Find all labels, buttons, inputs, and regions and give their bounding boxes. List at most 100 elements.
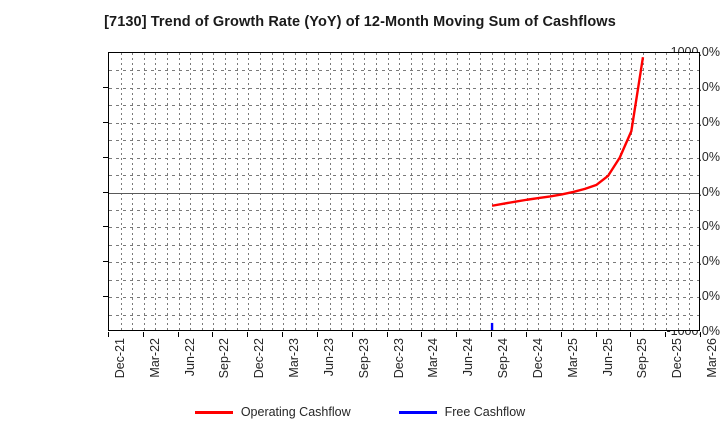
x-axis-tick-mark	[561, 332, 562, 337]
vertical-gridline	[306, 53, 307, 330]
horizontal-gridline	[109, 280, 699, 281]
x-axis-tick-mark	[247, 332, 248, 337]
legend-item[interactable]: Operating Cashflow	[194, 405, 351, 419]
x-axis-tick-mark	[596, 332, 597, 337]
vertical-gridline	[666, 53, 667, 330]
vertical-gridline	[179, 53, 180, 330]
horizontal-gridline	[109, 227, 699, 228]
vertical-gridline	[388, 53, 389, 330]
x-axis-tick-mark	[387, 332, 388, 337]
vertical-gridline	[434, 53, 435, 330]
x-axis-tick-label: Jun-22	[183, 338, 197, 377]
horizontal-gridline	[109, 315, 699, 316]
x-axis-tick-mark	[456, 332, 457, 337]
vertical-gridline	[538, 53, 539, 330]
y-axis-tick-mark	[103, 122, 108, 123]
x-axis-tick-label: Dec-25	[670, 338, 684, 379]
x-axis-tick-label: Dec-23	[392, 338, 406, 379]
y-axis-tick-mark	[103, 296, 108, 297]
x-axis-tick-label: Jun-24	[461, 338, 475, 377]
x-axis-tick-label: Mar-24	[426, 338, 440, 378]
vertical-gridline	[248, 53, 249, 330]
vertical-gridline	[527, 53, 528, 330]
vertical-gridline	[132, 53, 133, 330]
vertical-gridline	[202, 53, 203, 330]
y-axis-tick-mark	[103, 226, 108, 227]
vertical-gridline	[295, 53, 296, 330]
vertical-gridline	[364, 53, 365, 330]
x-axis-tick-mark	[352, 332, 353, 337]
x-axis-tick-mark	[317, 332, 318, 337]
x-axis-tick-mark	[108, 332, 109, 337]
vertical-gridline	[155, 53, 156, 330]
vertical-gridline	[515, 53, 516, 330]
x-axis-tick-mark	[665, 332, 666, 337]
horizontal-gridline	[109, 297, 699, 298]
horizontal-gridline	[109, 140, 699, 141]
vertical-gridline	[272, 53, 273, 330]
legend-swatch-line-icon	[194, 410, 233, 414]
vertical-gridline	[376, 53, 377, 330]
zero-line	[109, 193, 699, 194]
x-axis-tick-label: Dec-21	[113, 338, 127, 379]
x-axis-tick-label: Mar-22	[148, 338, 162, 378]
x-axis-tick-label: Jun-25	[601, 338, 615, 377]
vertical-gridline	[504, 53, 505, 330]
legend-label: Operating Cashflow	[240, 405, 351, 419]
x-axis-tick-label: Sep-24	[496, 338, 510, 379]
x-axis-tick-mark	[630, 332, 631, 337]
vertical-gridline	[399, 53, 400, 330]
vertical-gridline	[585, 53, 586, 330]
vertical-gridline	[678, 53, 679, 330]
x-axis-tick-label: Dec-24	[531, 338, 545, 379]
horizontal-gridline	[109, 262, 699, 263]
plot-area	[108, 52, 700, 331]
vertical-gridline	[550, 53, 551, 330]
vertical-gridline	[411, 53, 412, 330]
horizontal-gridline	[109, 175, 699, 176]
vertical-gridline	[341, 53, 342, 330]
vertical-gridline	[689, 53, 690, 330]
vertical-gridline	[643, 53, 644, 330]
vertical-gridline	[469, 53, 470, 330]
vertical-gridline	[213, 53, 214, 330]
chart-title: [7130] Trend of Growth Rate (YoY) of 12-…	[104, 14, 616, 30]
x-axis-tick-mark	[212, 332, 213, 337]
y-axis-tick-mark	[103, 157, 108, 158]
vertical-gridline	[353, 53, 354, 330]
vertical-gridline	[121, 53, 122, 330]
vertical-gridline	[260, 53, 261, 330]
vertical-gridline	[480, 53, 481, 330]
x-axis-tick-mark	[491, 332, 492, 337]
x-axis-tick-mark	[700, 332, 701, 337]
x-axis-tick-label: Mar-26	[705, 338, 719, 378]
x-axis-tick-label: Sep-25	[635, 338, 649, 379]
vertical-gridline	[422, 53, 423, 330]
horizontal-gridline	[109, 158, 699, 159]
horizontal-gridline	[109, 105, 699, 106]
x-axis-tick-label: Dec-22	[252, 338, 266, 379]
vertical-gridline	[144, 53, 145, 330]
horizontal-gridline	[109, 245, 699, 246]
vertical-gridline	[608, 53, 609, 330]
vertical-gridline	[283, 53, 284, 330]
y-axis-tick-mark	[103, 192, 108, 193]
legend-label: Free Cashflow	[444, 405, 526, 419]
vertical-gridline	[225, 53, 226, 330]
x-axis-tick-mark	[421, 332, 422, 337]
vertical-gridline	[562, 53, 563, 330]
x-axis-tick-label: Sep-23	[357, 338, 371, 379]
legend-item[interactable]: Free Cashflow	[398, 405, 526, 419]
horizontal-gridline	[109, 88, 699, 89]
series-line-operating-cashflow	[491, 56, 645, 207]
x-axis-tick-mark	[282, 332, 283, 337]
vertical-gridline	[631, 53, 632, 330]
x-axis-tick-mark	[526, 332, 527, 337]
horizontal-gridline	[109, 123, 699, 124]
vertical-gridline	[330, 53, 331, 330]
x-axis-tick-label: Mar-25	[566, 338, 580, 378]
x-axis-tick-label: Sep-22	[217, 338, 231, 379]
x-axis-tick-mark	[143, 332, 144, 337]
vertical-gridline	[190, 53, 191, 330]
